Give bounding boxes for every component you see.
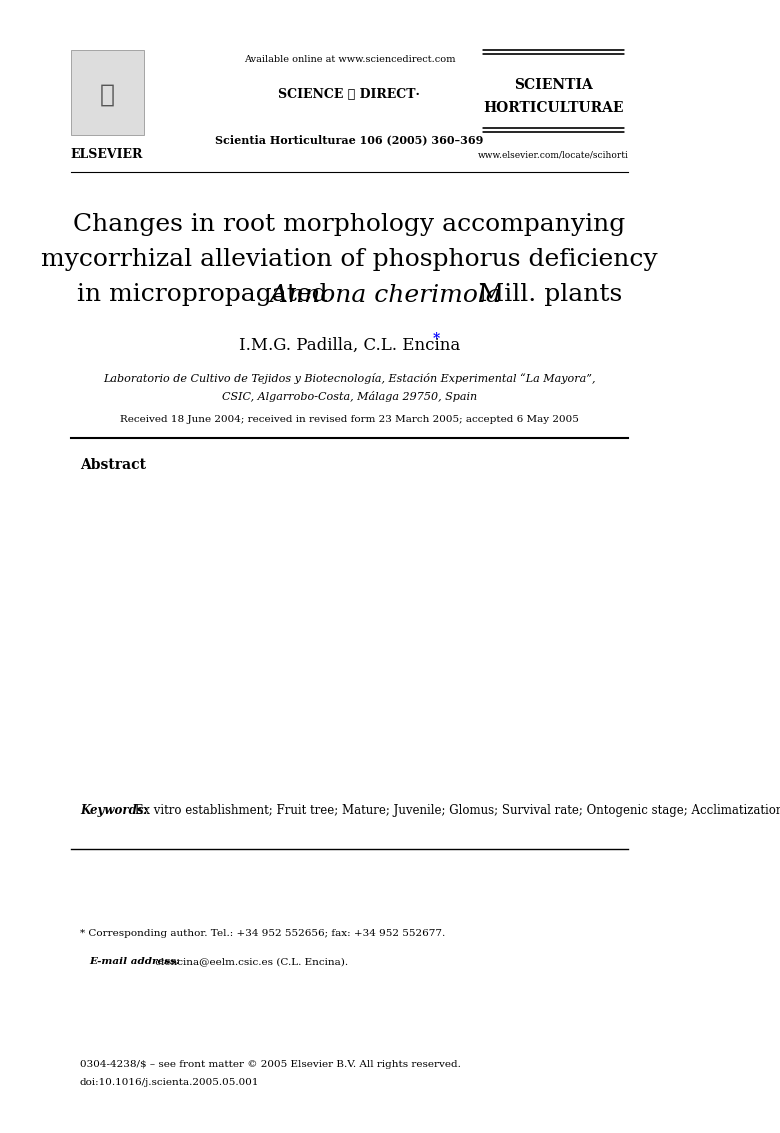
Text: Laboratorio de Cultivo de Tejidos y Biotecnología, Estación Experimental “La May: Laboratorio de Cultivo de Tejidos y Biot…: [103, 373, 596, 383]
Text: I.M.G. Padilla, C.L. Encina: I.M.G. Padilla, C.L. Encina: [239, 337, 460, 353]
Text: Ex vitro establishment; Fruit tree; Mature; Juvenile; Glomus; Survival rate; Ont: Ex vitro establishment; Fruit tree; Matu…: [131, 804, 780, 817]
Text: HORTICULTURAE: HORTICULTURAE: [484, 101, 624, 116]
Text: E-mail address:: E-mail address:: [89, 957, 180, 966]
Text: SCIENTIA: SCIENTIA: [514, 78, 593, 92]
Text: Received 18 June 2004; received in revised form 23 March 2005; accepted 6 May 20: Received 18 June 2004; received in revis…: [120, 416, 579, 425]
Text: Annona cherimola: Annona cherimola: [0, 283, 700, 307]
Text: 0304-4238/$ – see front matter © 2005 Elsevier B.V. All rights reserved.: 0304-4238/$ – see front matter © 2005 El…: [80, 1060, 461, 1070]
Text: mycorrhizal alleviation of phosphorus deficiency: mycorrhizal alleviation of phosphorus de…: [41, 248, 658, 272]
Text: 🌳: 🌳: [99, 83, 115, 107]
Text: Abstract: Abstract: [80, 458, 146, 472]
Text: Keywords:: Keywords:: [80, 804, 147, 817]
Text: * Corresponding author. Tel.: +34 952 552656; fax: +34 952 552677.: * Corresponding author. Tel.: +34 952 55…: [80, 929, 445, 938]
Text: *: *: [433, 332, 440, 347]
Text: clencina@eelm.csic.es (C.L. Encina).: clencina@eelm.csic.es (C.L. Encina).: [152, 957, 349, 966]
Text: Available online at www.sciencedirect.com: Available online at www.sciencedirect.co…: [243, 56, 456, 65]
Text: Scientia Horticulturae 106 (2005) 360–369: Scientia Horticulturae 106 (2005) 360–36…: [215, 135, 484, 145]
Text: doi:10.1016/j.scienta.2005.05.001: doi:10.1016/j.scienta.2005.05.001: [80, 1077, 260, 1087]
Text: SCIENCE ⓐ DIRECT·: SCIENCE ⓐ DIRECT·: [278, 88, 420, 102]
Text: Changes in root morphology accompanying: Changes in root morphology accompanying: [73, 213, 626, 237]
Text: www.elsevier.com/locate/scihorti: www.elsevier.com/locate/scihorti: [478, 151, 629, 160]
Text: CSIC, Algarrobo-Costa, Málaga 29750, Spain: CSIC, Algarrobo-Costa, Málaga 29750, Spa…: [222, 391, 477, 401]
Text: ELSEVIER: ELSEVIER: [71, 148, 143, 162]
FancyBboxPatch shape: [71, 50, 144, 135]
Text: in micropropagated                             Mill. plants: in micropropagated Mill. plants: [76, 283, 622, 307]
